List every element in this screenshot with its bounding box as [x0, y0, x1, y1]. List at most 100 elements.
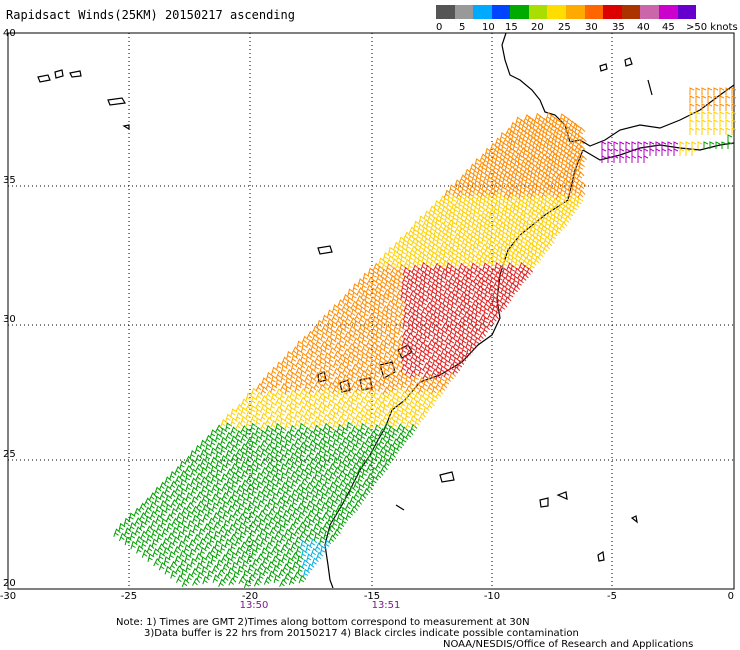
wind-barb: [194, 552, 203, 562]
wind-barb: [396, 342, 405, 352]
wind-barb: [410, 237, 419, 246]
wind-barb: [573, 168, 582, 178]
wind-barb: [485, 202, 494, 212]
wind-barb: [499, 293, 508, 302]
wind-barb: [404, 402, 413, 412]
lat-label: 25: [3, 449, 16, 460]
wind-barb: [313, 522, 321, 532]
wind-barb: [313, 415, 322, 425]
wind-barb: [387, 246, 395, 256]
wind-barb: [458, 307, 467, 317]
wind-barb: [250, 459, 259, 468]
wind-barb: [391, 392, 400, 402]
wind-barb: [400, 399, 409, 408]
wind-barb: [296, 492, 304, 502]
legend-swatch: [491, 5, 511, 19]
wind-barb: [337, 299, 345, 308]
wind-barb: [146, 543, 155, 553]
wind-barb: [328, 462, 337, 472]
wind-barb: [139, 511, 148, 521]
wind-barb: [276, 549, 284, 558]
wind-barb: [217, 569, 226, 578]
wind-barb: [401, 329, 410, 338]
wind-barb: [337, 362, 346, 371]
wind-barb: [420, 261, 428, 271]
wind-barb: [268, 570, 276, 580]
wind-barb: [263, 522, 272, 532]
wind-barb: [317, 401, 326, 410]
wind-barb: [200, 476, 209, 485]
wind-barb: [167, 532, 175, 541]
wind-barb: [483, 245, 492, 255]
wind-barb: [433, 253, 442, 263]
wind-barb: [245, 402, 254, 411]
wind-barb: [318, 526, 326, 536]
wind-barb: [309, 476, 318, 485]
wind-barb: [415, 320, 424, 330]
wind-barb: [673, 141, 679, 149]
wind-barb: [601, 141, 607, 149]
wind-barb: [295, 545, 303, 555]
wind-barb: [437, 229, 445, 239]
wind-barb: [576, 197, 584, 206]
wind-barb: [347, 477, 356, 486]
wind-barb: [533, 219, 541, 229]
wind-barb: [503, 135, 511, 144]
wind-barb: [230, 426, 238, 435]
wind-barb: [175, 502, 184, 512]
wind-barb: [195, 490, 204, 500]
wind-barb: [251, 558, 260, 568]
wind-barb: [245, 410, 253, 420]
wind-barb: [465, 330, 474, 340]
wind-barb: [436, 327, 444, 336]
wind-barb: [485, 273, 494, 283]
wind-barb: [252, 568, 261, 577]
wind-barb: [368, 394, 377, 403]
wind-barb: [274, 405, 283, 414]
wind-barb: [464, 213, 472, 223]
wind-barb: [331, 402, 340, 412]
lat-label: 40: [3, 28, 16, 39]
wind-barb: [371, 324, 379, 333]
wind-barb: [332, 367, 341, 376]
wind-barb: [443, 243, 452, 252]
wind-barb: [466, 322, 474, 331]
wind-barb: [223, 519, 231, 529]
wind-barb: [378, 418, 386, 428]
wind-barb: [479, 153, 488, 162]
wind-barb: [230, 471, 239, 481]
wind-barb: [299, 361, 308, 370]
wind-barb: [174, 475, 183, 484]
wind-barb: [267, 507, 276, 517]
wind-barb: [175, 493, 184, 502]
wind-barb: [487, 310, 495, 320]
wind-barb: [178, 540, 186, 549]
wind-barb: [294, 465, 303, 474]
wind-barb: [475, 301, 483, 311]
wind-barb: [288, 576, 297, 586]
wind-barb: [412, 300, 420, 310]
wind-barb: [548, 167, 556, 177]
wind-barb: [274, 530, 283, 539]
wind-barb: [425, 292, 434, 302]
wind-barb: [731, 95, 737, 103]
wind-barb: [613, 155, 619, 163]
wind-barb: [373, 406, 382, 415]
wind-barb: [303, 409, 312, 418]
wind-barb: [332, 528, 341, 537]
wind-barb: [261, 494, 270, 503]
wind-barb: [394, 305, 403, 315]
wind-barb: [313, 397, 321, 407]
wind-barb: [265, 461, 274, 470]
wind-barb: [524, 231, 533, 240]
wind-barb: [289, 389, 297, 398]
wind-barb: [198, 537, 207, 547]
wind-barb: [401, 435, 409, 445]
wind-barb: [701, 119, 707, 127]
wind-barb: [565, 153, 573, 163]
wind-barb: [535, 203, 544, 212]
wind-barb: [270, 446, 278, 456]
wind-barb: [401, 275, 410, 284]
wind-barb: [649, 148, 655, 156]
wind-barb: [199, 448, 208, 458]
